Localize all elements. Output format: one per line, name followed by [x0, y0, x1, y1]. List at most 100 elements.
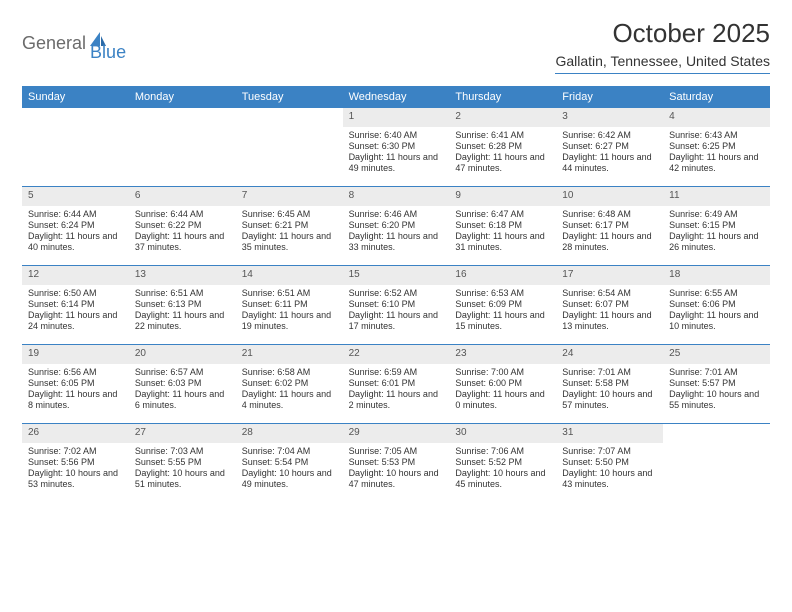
- daylight-line: Daylight: 10 hours and 51 minutes.: [135, 468, 230, 491]
- day-number: 18: [663, 266, 770, 285]
- daylight-line: Daylight: 10 hours and 53 minutes.: [28, 468, 123, 491]
- daylight-line: Daylight: 11 hours and 44 minutes.: [562, 152, 657, 175]
- sunrise-line: Sunrise: 7:06 AM: [455, 446, 550, 457]
- day-body: Sunrise: 6:59 AMSunset: 6:01 PMDaylight:…: [343, 364, 450, 418]
- day-number: 15: [343, 266, 450, 285]
- calendar-cell: 7Sunrise: 6:45 AMSunset: 6:21 PMDaylight…: [236, 187, 343, 265]
- day-body: Sunrise: 7:02 AMSunset: 5:56 PMDaylight:…: [22, 443, 129, 497]
- sunrise-line: Sunrise: 6:45 AM: [242, 209, 337, 220]
- day-number: 2: [449, 108, 556, 127]
- month-title: October 2025: [555, 18, 770, 49]
- logo: General Blue: [22, 18, 126, 63]
- daylight-line: Daylight: 11 hours and 22 minutes.: [135, 310, 230, 333]
- calendar-cell: 9Sunrise: 6:47 AMSunset: 6:18 PMDaylight…: [449, 187, 556, 265]
- sunrise-line: Sunrise: 7:02 AM: [28, 446, 123, 457]
- daylight-line: Daylight: 11 hours and 15 minutes.: [455, 310, 550, 333]
- day-body: Sunrise: 6:58 AMSunset: 6:02 PMDaylight:…: [236, 364, 343, 418]
- day-body: Sunrise: 6:54 AMSunset: 6:07 PMDaylight:…: [556, 285, 663, 339]
- daylight-line: Daylight: 11 hours and 33 minutes.: [349, 231, 444, 254]
- day-number: 19: [22, 345, 129, 364]
- sunrise-line: Sunrise: 6:57 AM: [135, 367, 230, 378]
- title-block: October 2025 Gallatin, Tennessee, United…: [555, 18, 770, 74]
- day-body: Sunrise: 7:01 AMSunset: 5:58 PMDaylight:…: [556, 364, 663, 418]
- sunset-line: Sunset: 5:54 PM: [242, 457, 337, 468]
- day-number: 20: [129, 345, 236, 364]
- sunrise-line: Sunrise: 6:43 AM: [669, 130, 764, 141]
- daylight-line: Daylight: 11 hours and 6 minutes.: [135, 389, 230, 412]
- calendar-cell: [236, 108, 343, 186]
- calendar-cell: 5Sunrise: 6:44 AMSunset: 6:24 PMDaylight…: [22, 187, 129, 265]
- calendar-cell: 31Sunrise: 7:07 AMSunset: 5:50 PMDayligh…: [556, 424, 663, 502]
- day-number: 13: [129, 266, 236, 285]
- sunset-line: Sunset: 6:06 PM: [669, 299, 764, 310]
- day-body: Sunrise: 6:53 AMSunset: 6:09 PMDaylight:…: [449, 285, 556, 339]
- day-number: 22: [343, 345, 450, 364]
- location-text: Gallatin, Tennessee, United States: [555, 53, 770, 74]
- day-number: 29: [343, 424, 450, 443]
- sunrise-line: Sunrise: 6:53 AM: [455, 288, 550, 299]
- calendar-cell: 3Sunrise: 6:42 AMSunset: 6:27 PMDaylight…: [556, 108, 663, 186]
- daylight-line: Daylight: 11 hours and 28 minutes.: [562, 231, 657, 254]
- day-number: 31: [556, 424, 663, 443]
- sunset-line: Sunset: 6:14 PM: [28, 299, 123, 310]
- sunrise-line: Sunrise: 6:51 AM: [135, 288, 230, 299]
- sunset-line: Sunset: 6:10 PM: [349, 299, 444, 310]
- daylight-line: Daylight: 11 hours and 19 minutes.: [242, 310, 337, 333]
- sunrise-line: Sunrise: 6:54 AM: [562, 288, 657, 299]
- day-body: Sunrise: 6:46 AMSunset: 6:20 PMDaylight:…: [343, 206, 450, 260]
- calendar-row: 1Sunrise: 6:40 AMSunset: 6:30 PMDaylight…: [22, 108, 770, 187]
- day-number: 4: [663, 108, 770, 127]
- day-number: 8: [343, 187, 450, 206]
- sunset-line: Sunset: 6:07 PM: [562, 299, 657, 310]
- calendar-cell: 14Sunrise: 6:51 AMSunset: 6:11 PMDayligh…: [236, 266, 343, 344]
- calendar-cell: 30Sunrise: 7:06 AMSunset: 5:52 PMDayligh…: [449, 424, 556, 502]
- day-number: 3: [556, 108, 663, 127]
- calendar-cell: 8Sunrise: 6:46 AMSunset: 6:20 PMDaylight…: [343, 187, 450, 265]
- day-label-sunday: Sunday: [22, 86, 129, 108]
- day-number: 28: [236, 424, 343, 443]
- day-number: 11: [663, 187, 770, 206]
- sunrise-line: Sunrise: 6:40 AM: [349, 130, 444, 141]
- daylight-line: Daylight: 11 hours and 35 minutes.: [242, 231, 337, 254]
- day-label-friday: Friday: [556, 86, 663, 108]
- daylight-line: Daylight: 10 hours and 49 minutes.: [242, 468, 337, 491]
- day-number: 10: [556, 187, 663, 206]
- daylight-line: Daylight: 11 hours and 2 minutes.: [349, 389, 444, 412]
- day-body: Sunrise: 6:57 AMSunset: 6:03 PMDaylight:…: [129, 364, 236, 418]
- daylight-line: Daylight: 11 hours and 40 minutes.: [28, 231, 123, 254]
- day-number: 21: [236, 345, 343, 364]
- page: General Blue October 2025 Gallatin, Tenn…: [0, 0, 792, 520]
- daylight-line: Daylight: 11 hours and 47 minutes.: [455, 152, 550, 175]
- calendar-cell: 12Sunrise: 6:50 AMSunset: 6:14 PMDayligh…: [22, 266, 129, 344]
- calendar-cell: 13Sunrise: 6:51 AMSunset: 6:13 PMDayligh…: [129, 266, 236, 344]
- calendar-cell: 25Sunrise: 7:01 AMSunset: 5:57 PMDayligh…: [663, 345, 770, 423]
- daylight-line: Daylight: 10 hours and 47 minutes.: [349, 468, 444, 491]
- calendar-cell: 19Sunrise: 6:56 AMSunset: 6:05 PMDayligh…: [22, 345, 129, 423]
- calendar-row: 26Sunrise: 7:02 AMSunset: 5:56 PMDayligh…: [22, 424, 770, 502]
- day-body: Sunrise: 7:01 AMSunset: 5:57 PMDaylight:…: [663, 364, 770, 418]
- sunset-line: Sunset: 5:57 PM: [669, 378, 764, 389]
- calendar-cell: 2Sunrise: 6:41 AMSunset: 6:28 PMDaylight…: [449, 108, 556, 186]
- day-number: 30: [449, 424, 556, 443]
- calendar-cell: 20Sunrise: 6:57 AMSunset: 6:03 PMDayligh…: [129, 345, 236, 423]
- sunset-line: Sunset: 6:30 PM: [349, 141, 444, 152]
- day-body: Sunrise: 6:55 AMSunset: 6:06 PMDaylight:…: [663, 285, 770, 339]
- sunrise-line: Sunrise: 7:04 AM: [242, 446, 337, 457]
- day-body: Sunrise: 7:06 AMSunset: 5:52 PMDaylight:…: [449, 443, 556, 497]
- calendar-cell: 1Sunrise: 6:40 AMSunset: 6:30 PMDaylight…: [343, 108, 450, 186]
- calendar-cell: 26Sunrise: 7:02 AMSunset: 5:56 PMDayligh…: [22, 424, 129, 502]
- day-body: Sunrise: 6:51 AMSunset: 6:13 PMDaylight:…: [129, 285, 236, 339]
- sunset-line: Sunset: 6:11 PM: [242, 299, 337, 310]
- sunrise-line: Sunrise: 6:50 AM: [28, 288, 123, 299]
- sunrise-line: Sunrise: 6:55 AM: [669, 288, 764, 299]
- calendar-header-row: Sunday Monday Tuesday Wednesday Thursday…: [22, 86, 770, 108]
- day-number: [663, 424, 770, 443]
- daylight-line: Daylight: 11 hours and 10 minutes.: [669, 310, 764, 333]
- sunrise-line: Sunrise: 7:01 AM: [562, 367, 657, 378]
- daylight-line: Daylight: 10 hours and 45 minutes.: [455, 468, 550, 491]
- sunset-line: Sunset: 6:13 PM: [135, 299, 230, 310]
- sunrise-line: Sunrise: 6:44 AM: [28, 209, 123, 220]
- daylight-line: Daylight: 11 hours and 8 minutes.: [28, 389, 123, 412]
- sunset-line: Sunset: 6:18 PM: [455, 220, 550, 231]
- daylight-line: Daylight: 10 hours and 55 minutes.: [669, 389, 764, 412]
